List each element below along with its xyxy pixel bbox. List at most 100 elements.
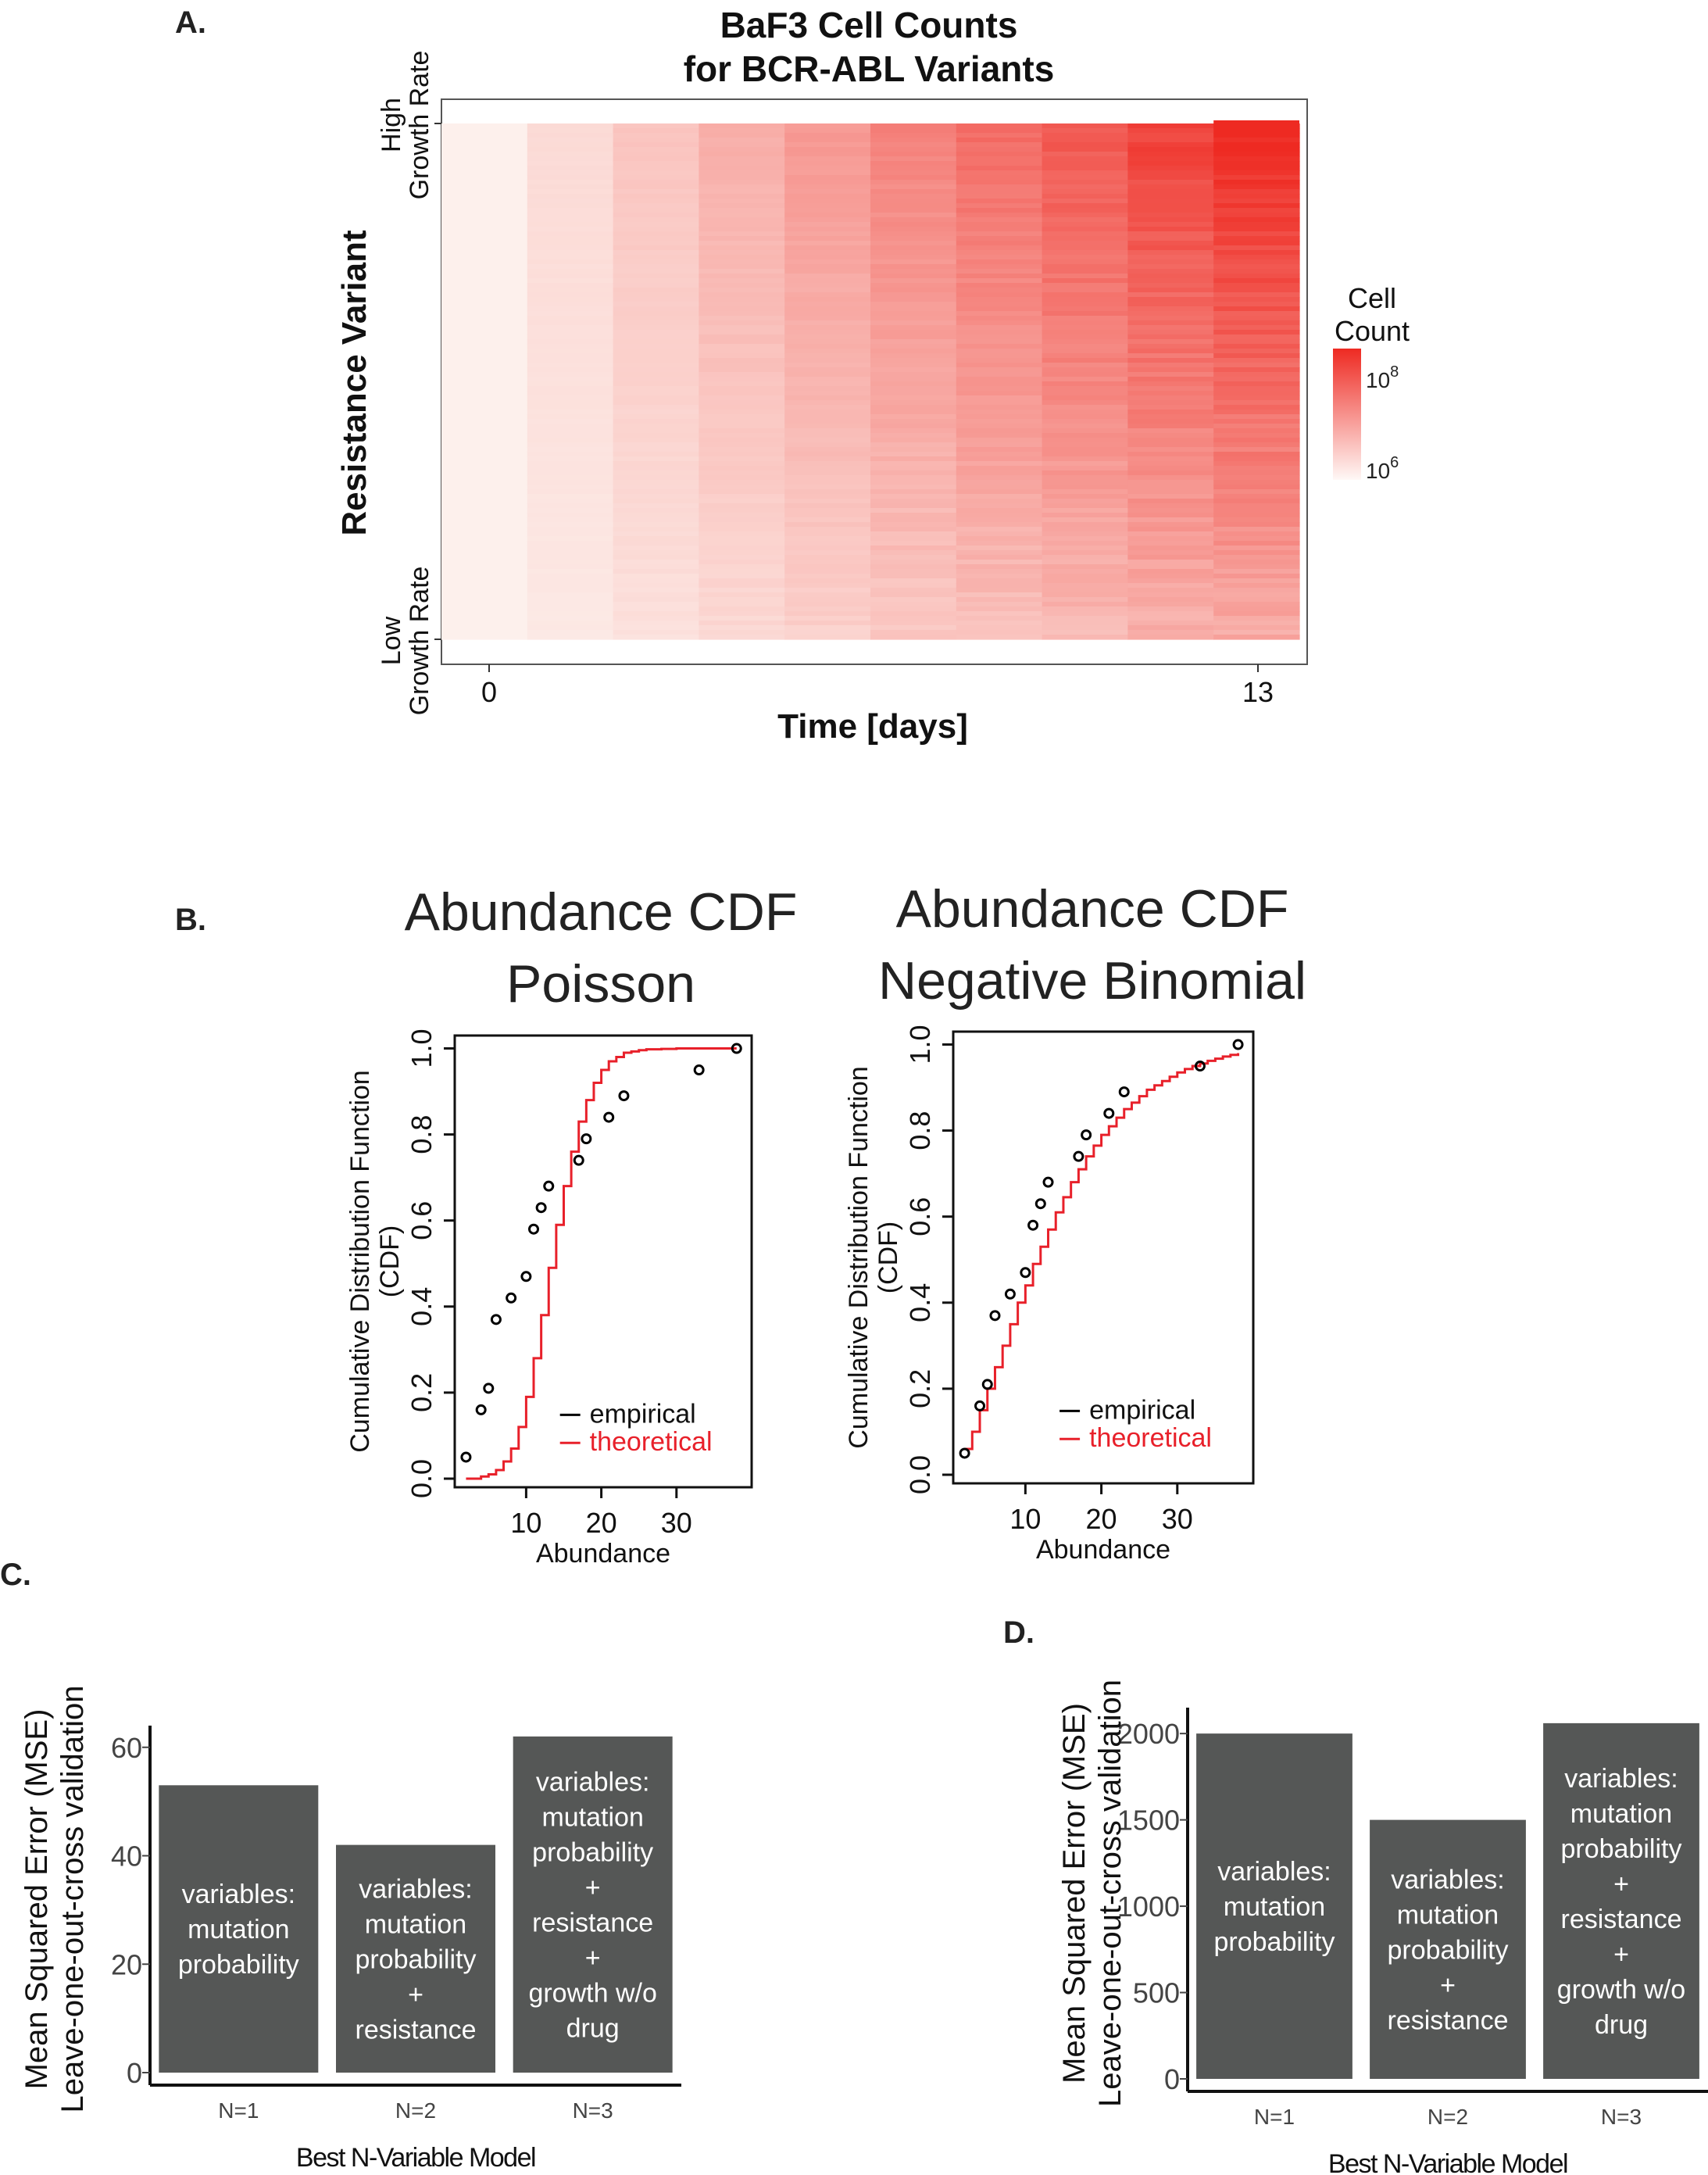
heatmap-cell [1213,311,1300,317]
heatmap-cell [1127,447,1214,453]
heatmap-cell [699,391,785,396]
heatmap-cell [1127,541,1214,546]
bar-n1 [1196,1733,1352,2079]
heatmap-cell [870,152,957,157]
heatmap-cell [699,428,785,434]
heatmap-cell [956,606,1043,612]
heatmap-cell [527,199,614,204]
heatmap-cell [784,400,871,406]
heatmap-cell [870,363,957,368]
heatmap-cell [527,161,614,166]
heatmap-cell [699,433,785,438]
heatmap-cell [699,203,785,209]
heatmap-y-top-label-1: High [377,98,406,152]
heatmap-cell [784,503,871,509]
heatmap-cell [699,302,785,307]
heatmap-cell [441,264,528,270]
heatmap-cell [1042,259,1128,265]
heatmap-cell [527,410,614,415]
heatmap-cell [527,630,614,635]
heatmap-cell [441,470,528,476]
heatmap-cell [784,578,871,584]
cdf-empirical-point [1194,1061,1206,1072]
heatmap-cell [527,433,614,438]
heatmap-cell [1127,578,1214,584]
heatmap-cell [1213,630,1300,635]
heatmap-cell [527,302,614,307]
heatmap-cell [1213,386,1300,392]
heatmap-cell [784,550,871,556]
heatmap-cell [613,550,699,556]
heatmap-cell [613,306,699,312]
heatmap-cell [784,606,871,612]
heatmap-cell [613,316,699,321]
heatmap-cell [613,485,699,490]
heatmap-cell [1127,531,1214,537]
cdf-ytick-label: 0.0 [406,1459,438,1498]
heatmap-cell [1127,250,1214,256]
heatmap-cell [956,203,1043,209]
heatmap-cell [870,583,957,588]
heatmap-cell [527,156,614,162]
cdf-title-line-1: Abundance CDF [405,882,798,942]
heatmap-cell [870,419,957,424]
heatmap-cell [870,377,957,382]
heatmap-cell [956,578,1043,584]
heatmap-cell [956,508,1043,513]
heatmap-cell [1213,377,1300,382]
heatmap-cell [1213,325,1300,331]
heatmap-cell [527,377,614,382]
heatmap-cell [784,583,871,588]
heatmap-cell [956,475,1043,481]
heatmap-cell [441,494,528,499]
heatmap-cell [527,250,614,256]
heatmap-cell [1127,180,1214,185]
heatmap-y-bottom-label-1: Low [377,616,406,665]
panel-letter-b: B. [175,903,206,937]
heatmap-cell [1127,602,1214,607]
heatmap-cell [1213,560,1300,565]
heatmap-cell [1042,297,1128,302]
heatmap-cell [1127,156,1214,162]
heatmap-cell [1042,489,1128,495]
heatmap-cell [613,560,699,565]
heatmap-cell [441,123,528,129]
heatmap-cell [1213,475,1300,481]
heatmap-cell [699,475,785,481]
heatmap-cell [1127,522,1214,528]
heatmap-cell [1127,499,1214,504]
bar-inner-label: resistance [1388,2005,1509,2035]
heatmap-cell [870,184,957,190]
heatmap-cell [527,363,614,368]
heatmap-cell [613,503,699,509]
heatmap-cell [613,344,699,349]
heatmap-cell [527,227,614,232]
heatmap-cell [956,306,1043,312]
heatmap-cell [527,391,614,396]
heatmap-cell [441,616,528,621]
heatmap-cell [784,152,871,157]
heatmap-cell [441,555,528,560]
cdf-empirical-point [528,1223,540,1235]
bar-chart-c: 0 20 40 60 N=1 variables: mutation probability N… [20,1686,681,2173]
heatmap-cell [956,635,1043,640]
heatmap-cell [1127,470,1214,476]
heatmap-cell [613,259,699,265]
heatmap-cell [784,569,871,574]
heatmap-cell [699,616,785,621]
cdf-xtick-label: 20 [586,1507,617,1539]
heatmap-cell [956,569,1043,574]
heatmap-cell [784,245,871,251]
heatmap-cell [784,424,871,429]
bar-inner-label: variables: [1391,1865,1505,1894]
heatmap-cell [699,635,785,640]
heatmap-cell [1127,152,1214,157]
heatmap-cell [784,227,871,232]
heatmap-cell [441,381,528,387]
heatmap-cell [1213,166,1300,171]
heatmap-cell [1213,395,1300,401]
heatmap-cell [1042,367,1128,373]
heatmap-cell [1127,428,1214,434]
heatmap-cell [527,269,614,274]
heatmap-cell [527,424,614,429]
